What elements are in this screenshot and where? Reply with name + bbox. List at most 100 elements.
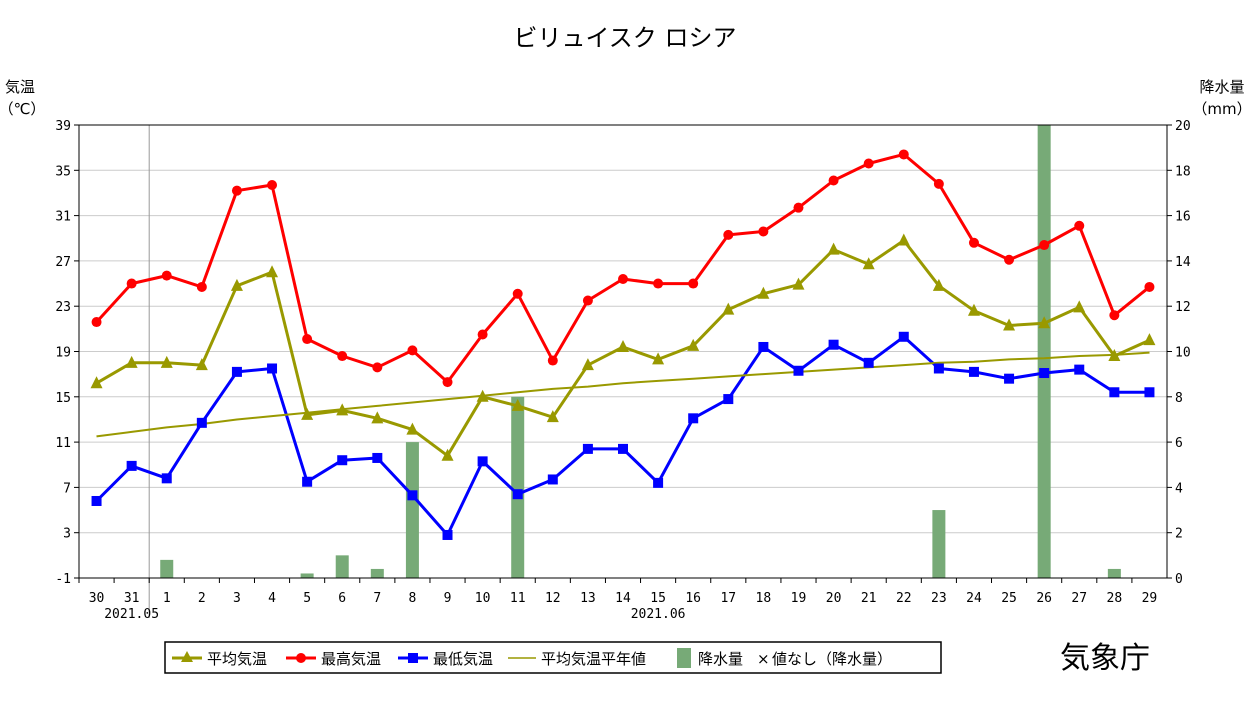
min-temp-point xyxy=(1039,368,1050,379)
y-right-tick-label: 16 xyxy=(1175,210,1191,225)
precip-bar xyxy=(160,559,174,578)
x-tick-label: 31 xyxy=(124,591,140,606)
x-tick-label: 14 xyxy=(615,591,631,606)
min-temp-point xyxy=(91,495,102,506)
min-temp-point xyxy=(302,476,313,487)
x-tick-label: 30 xyxy=(89,591,105,606)
legend-missing-mark: × xyxy=(757,650,770,668)
max-temp-point xyxy=(126,278,137,289)
x-tick-label: 12 xyxy=(545,591,561,606)
x-tick-label: 9 xyxy=(444,591,452,606)
y-right-tick-label: 10 xyxy=(1175,346,1191,361)
x-tick-label: 4 xyxy=(268,591,276,606)
min-temp-point xyxy=(161,473,172,484)
avg-temp-point xyxy=(90,376,103,389)
x-tick-label: 8 xyxy=(409,591,417,606)
min-temp-point xyxy=(863,357,874,368)
max-temp-point xyxy=(863,158,874,169)
max-temp-point xyxy=(267,180,278,191)
min-temp-point xyxy=(512,489,523,500)
min-temp-point xyxy=(196,417,207,428)
legend-max-marker xyxy=(296,653,306,663)
x-tick-label: 11 xyxy=(510,591,526,606)
y-left-tick-label: 35 xyxy=(55,164,71,179)
avg-temp-point xyxy=(441,448,454,461)
avg-temp-point xyxy=(792,277,805,290)
min-temp-point xyxy=(723,394,734,405)
x-tick-label: 22 xyxy=(896,591,912,606)
y-left-tick-label: 11 xyxy=(55,436,71,451)
x-tick-label: 28 xyxy=(1107,591,1123,606)
max-temp-point xyxy=(231,185,242,196)
legend-max-label: 最高気温 xyxy=(321,650,381,668)
avg-temp-point xyxy=(406,422,419,435)
min-temp-point xyxy=(653,477,664,488)
y-right-tick-label: 20 xyxy=(1175,119,1191,134)
min-temp-point xyxy=(1004,373,1015,384)
y-right-tick-label: 8 xyxy=(1175,391,1183,406)
max-temp-point xyxy=(968,237,979,248)
y-right-tick-label: 18 xyxy=(1175,164,1191,179)
x-tick-label: 25 xyxy=(1001,591,1017,606)
max-temp-point xyxy=(898,149,909,160)
min-temp-point xyxy=(337,455,348,466)
avg-temp-point xyxy=(862,257,875,270)
avg-temp-point xyxy=(1143,333,1156,346)
avg-temp-point xyxy=(125,355,138,368)
min-temp-point xyxy=(898,331,909,342)
avg-temp-point xyxy=(1073,300,1086,313)
max-temp-point xyxy=(1144,281,1155,292)
min-temp-point xyxy=(442,529,453,540)
min-temp-point xyxy=(231,366,242,377)
min-temp-point xyxy=(267,363,278,374)
y-left-tick-label: 15 xyxy=(55,391,71,406)
y-right-tick-label: 2 xyxy=(1175,527,1183,542)
y-right-tick-label: 12 xyxy=(1175,300,1191,315)
max-temp-point xyxy=(793,202,804,213)
min-temp-point xyxy=(828,339,839,350)
x-tick-label: 2 xyxy=(198,591,206,606)
avg-temp-point xyxy=(195,358,208,371)
y-right-label-1: 降水量 xyxy=(1199,78,1244,96)
precip-bar xyxy=(932,510,946,578)
max-temp-point xyxy=(723,229,734,240)
min-temp-point xyxy=(933,363,944,374)
max-temp-point xyxy=(161,270,172,281)
avg-temp-point xyxy=(967,303,980,316)
avg-temp-point xyxy=(371,411,384,424)
max-temp-point xyxy=(1074,220,1085,231)
y-left-tick-label: 3 xyxy=(63,527,71,542)
min-temp-point xyxy=(1074,364,1085,375)
min-temp-point xyxy=(477,456,488,467)
max-temp-point xyxy=(91,317,102,328)
avg-temp-point xyxy=(230,278,243,291)
x-tick-label: 7 xyxy=(373,591,381,606)
x-tick-label: 19 xyxy=(791,591,807,606)
x-tick-label: 6 xyxy=(338,591,346,606)
precip-bar xyxy=(335,555,349,578)
min-temp-point xyxy=(407,490,418,501)
avg-temp-point xyxy=(1003,318,1016,331)
max-temp-point xyxy=(688,278,699,289)
max-temp-point xyxy=(933,178,944,189)
x-tick-label: 16 xyxy=(685,591,701,606)
x-tick-label: 5 xyxy=(303,591,311,606)
min-temp-point xyxy=(126,460,137,471)
x-tick-label: 1 xyxy=(163,591,171,606)
precip-bar xyxy=(370,568,384,578)
max-temp-point xyxy=(828,175,839,186)
y-right-label-2: （mm） xyxy=(1192,100,1250,118)
legend-normal-label: 平均気温平年値 xyxy=(541,650,646,668)
x-tick-label: 29 xyxy=(1142,591,1158,606)
legend-missing-label: 値なし（降水量） xyxy=(772,650,892,668)
x-tick-label: 27 xyxy=(1071,591,1087,606)
max-temp-point xyxy=(582,295,593,306)
legend-min-marker xyxy=(408,653,418,663)
min-temp-point xyxy=(547,474,558,485)
max-temp-point xyxy=(758,226,769,237)
avg-temp-point xyxy=(476,389,489,402)
y-right-tick-label: 14 xyxy=(1175,255,1191,270)
min-temp-point xyxy=(372,452,383,463)
precip-bar xyxy=(300,573,314,578)
